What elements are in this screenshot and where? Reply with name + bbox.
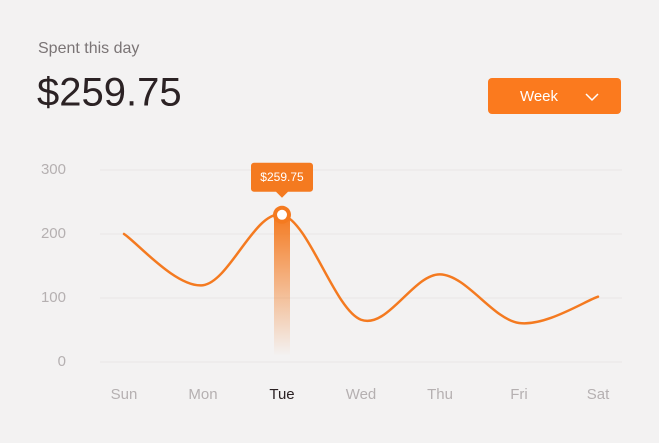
tooltip-label: $259.75	[260, 170, 304, 184]
y-tick-label: 0	[58, 353, 66, 370]
tooltip-box	[251, 162, 313, 198]
highlight-bar	[274, 214, 290, 356]
y-tick-label: 100	[41, 289, 66, 306]
x-tick-label: Mon	[188, 386, 217, 403]
x-tick-label: Wed	[346, 386, 377, 403]
x-tick-label: Sat	[587, 386, 610, 403]
header-amount: $259.75	[37, 71, 182, 115]
x-tick-label: Thu	[427, 386, 453, 403]
x-tick-label: Fri	[510, 386, 528, 403]
data-line	[122, 213, 600, 325]
y-tick-label: 200	[41, 225, 66, 242]
dropdown-chevron[interactable]	[585, 93, 599, 102]
dropdown-label[interactable]: Week	[520, 88, 559, 105]
x-tick-label: Tue	[269, 386, 294, 403]
period-dropdown[interactable]: Week	[488, 78, 621, 114]
y-tick-label: 300	[41, 161, 66, 178]
x-tick-label: Sun	[111, 386, 138, 403]
dropdown-button[interactable]	[488, 78, 621, 114]
header-label: Spent this day	[38, 40, 139, 57]
selected-point-center	[277, 209, 287, 220]
